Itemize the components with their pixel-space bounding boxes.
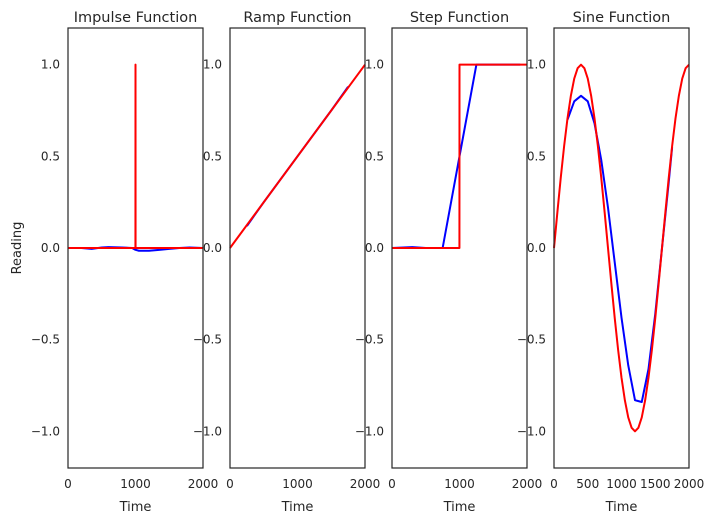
x-tick-label: 1000 <box>606 477 637 491</box>
y-tick-label: −1.0 <box>517 424 546 438</box>
axes-frame <box>391 27 528 469</box>
x-tick-label: 2000 <box>188 477 219 491</box>
subplot-title: Step Function <box>410 10 509 26</box>
y-tick-label: 0.5 <box>527 149 546 163</box>
subplot-title: Ramp Function <box>243 10 351 26</box>
y-tick-label: 0.5 <box>203 149 222 163</box>
series-line-2 <box>392 63 527 249</box>
subplot-1: Impulse Function 0 1000 2000 1.0 0.5 0.0 −0.5 −1… <box>10 10 218 515</box>
axes-frame <box>553 27 690 469</box>
x-tick-label: 2000 <box>350 477 381 491</box>
y-tick-label: 0.0 <box>365 241 384 255</box>
x-axis-label: Time <box>119 500 152 515</box>
y-tick-label: −0.5 <box>517 333 546 347</box>
x-tick-label: 0 <box>550 477 558 491</box>
y-tick-label: 1.0 <box>41 58 60 72</box>
subplot-3: Step Function 0 1000 2000 1.0 0.5 0.0 −0.5 −1.0 T… <box>355 10 542 515</box>
x-tick-label: 1000 <box>120 477 151 491</box>
series-line-2 <box>229 64 366 249</box>
y-tick-label: −1.0 <box>193 424 222 438</box>
y-tick-label: −1.0 <box>31 424 60 438</box>
series-line-1 <box>391 63 521 249</box>
x-tick-label: 0 <box>226 477 234 491</box>
x-tick-label: 1500 <box>640 477 671 491</box>
x-axis-label: Time <box>443 500 476 515</box>
y-tick-label: −0.5 <box>31 333 60 347</box>
x-tick-label: 500 <box>576 477 599 491</box>
y-tick-label: 1.0 <box>365 58 384 72</box>
y-tick-label: 0.5 <box>365 149 384 163</box>
subplot-4: Sine Function 0 500 1000 1500 2000 1.0 0.5 0.0 −0… <box>517 10 704 515</box>
y-tick-label: 0.5 <box>41 149 60 163</box>
subplot-title: Sine Function <box>573 10 671 26</box>
x-tick-label: 0 <box>388 477 396 491</box>
y-tick-label: −0.5 <box>355 333 384 347</box>
y-tick-label: 0.0 <box>203 241 222 255</box>
y-tick-label: 1.0 <box>203 58 222 72</box>
x-tick-label: 2000 <box>512 477 543 491</box>
y-tick-label: −1.0 <box>355 424 384 438</box>
y-tick-label: 0.0 <box>527 241 546 255</box>
x-axis-label: Time <box>281 500 314 515</box>
series-line-2 <box>68 63 203 249</box>
y-axis-label: Reading <box>10 222 25 275</box>
y-tick-label: 1.0 <box>527 58 546 72</box>
axes-frame <box>229 27 366 469</box>
x-tick-label: 0 <box>64 477 72 491</box>
subplot-2: Ramp Function 0 1000 2000 1.0 0.5 0.0 −0.5 −1.0 T… <box>193 10 380 515</box>
subplot-title: Impulse Function <box>74 10 198 26</box>
y-tick-label: −0.5 <box>193 333 222 347</box>
y-tick-label: 0.0 <box>41 241 60 255</box>
axes-frame <box>67 27 204 469</box>
series-line-2 <box>553 63 690 433</box>
x-tick-label: 2000 <box>674 477 705 491</box>
x-tick-label: 1000 <box>282 477 313 491</box>
x-tick-label: 1000 <box>444 477 475 491</box>
x-axis-label: Time <box>605 500 638 515</box>
